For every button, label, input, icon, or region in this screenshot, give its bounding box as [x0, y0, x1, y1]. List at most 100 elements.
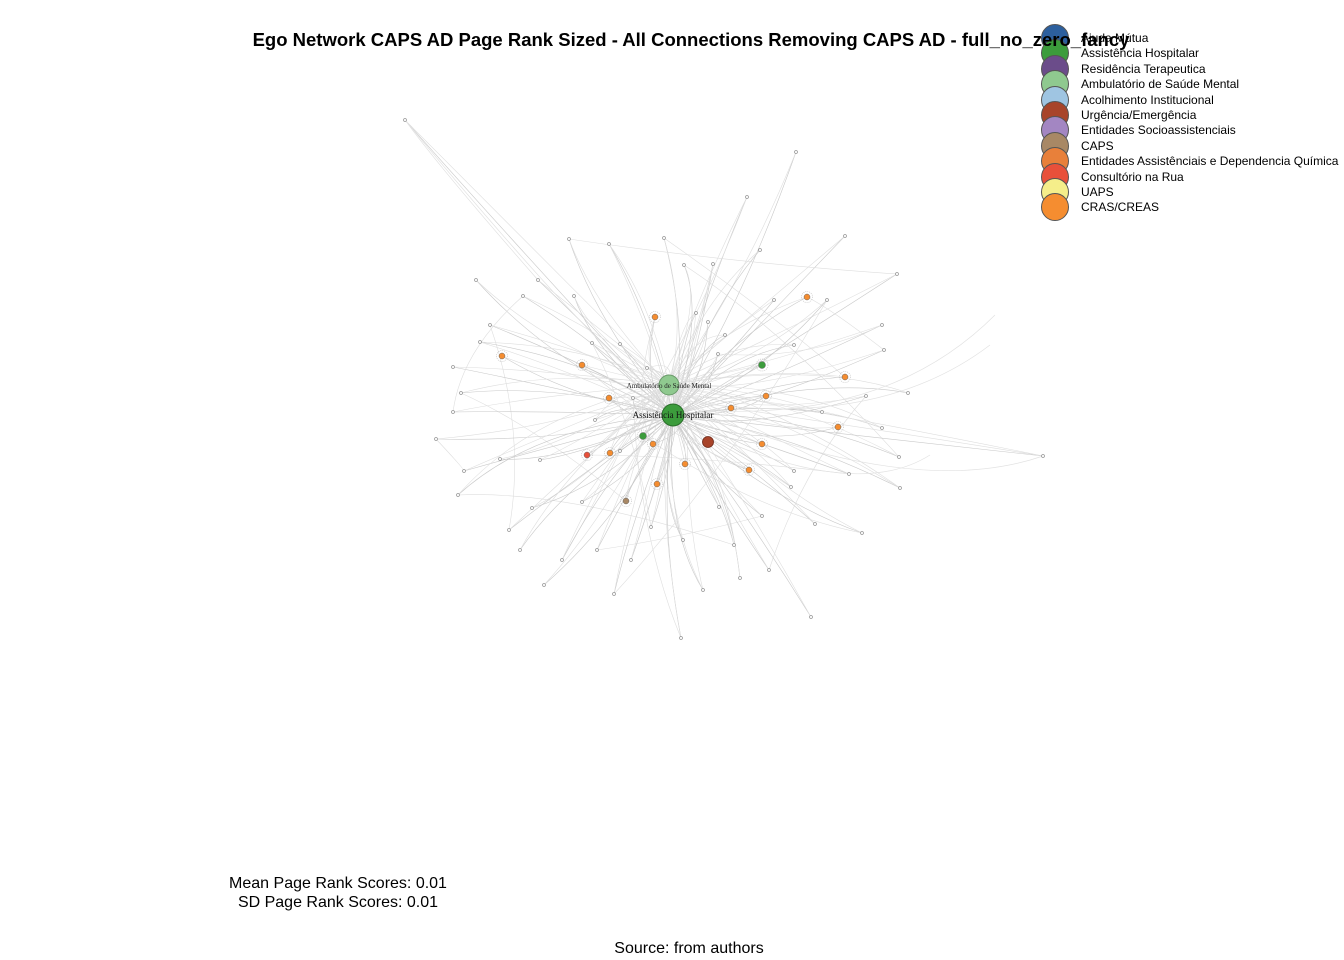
network-node: [542, 583, 546, 587]
network-node: [762, 392, 770, 400]
network-edge: [668, 384, 850, 475]
legend-label: Consultório na Rua: [1081, 169, 1184, 184]
network-edge: [591, 342, 652, 528]
network-edge: [475, 279, 674, 416]
network-edge: [668, 296, 808, 386]
network-edge: [591, 342, 670, 386]
network-edge: [501, 355, 674, 416]
network-node: [572, 294, 576, 298]
network-node: [772, 298, 776, 302]
network-edge: [668, 384, 763, 517]
network-edge: [568, 238, 898, 275]
network-node: [789, 485, 793, 489]
network-edge: [489, 324, 674, 416]
network-node: [639, 432, 647, 440]
network-node: [498, 457, 502, 461]
network-node: [760, 514, 764, 518]
network-edge: [519, 414, 674, 551]
network-node: [612, 592, 616, 596]
legend-label: Urgência/Emergência: [1081, 107, 1197, 122]
network-node: [745, 195, 749, 199]
network-edge: [683, 264, 900, 458]
network-node: [618, 342, 622, 346]
network-node: [825, 298, 829, 302]
network-node: [629, 558, 633, 562]
network-node: [758, 361, 766, 369]
network-edge: [671, 414, 704, 591]
sd-page-rank: SD Page Rank Scores: 0.01: [237, 894, 439, 911]
network-edge: [730, 407, 1044, 457]
mean-page-rank: Mean Page Rank Scores: 0.01: [229, 875, 447, 892]
network-edge: [650, 384, 670, 528]
network-edge: [672, 414, 795, 472]
network-edge: [543, 414, 674, 586]
network-node: [578, 361, 586, 369]
network-edge: [668, 384, 767, 398]
network-node: [622, 497, 630, 505]
network-node-ring: [651, 478, 663, 490]
network-node-ring: [496, 350, 508, 362]
node-urgencia-hub: [702, 436, 714, 448]
network-edge: [452, 295, 524, 413]
network-node: [803, 293, 811, 301]
network-edge: [561, 384, 670, 561]
network-edge: [460, 377, 670, 394]
network-node: [488, 323, 492, 327]
network-node: [498, 352, 506, 360]
network-edge: [508, 414, 674, 531]
network-edge: [672, 235, 846, 416]
network-node: [682, 263, 686, 267]
network-edge: [630, 384, 670, 561]
network-node-ring: [576, 359, 588, 371]
network-edge: [672, 414, 863, 534]
network-node: [560, 558, 564, 562]
network-edge: [460, 390, 674, 416]
network-hubs: Ambulatório de Saúde Mental Assistência …: [627, 374, 714, 448]
network-edge: [613, 414, 674, 595]
network-edge: [613, 384, 670, 595]
network-node: [834, 423, 842, 431]
network-edge: [613, 299, 828, 595]
hub-label-assistencia: Assistência Hospitalar: [633, 410, 714, 420]
network-node-ring: [647, 438, 659, 450]
node-ambulatorio-hub: [658, 374, 680, 396]
legend-label: Entidades Socioassistenciais: [1081, 123, 1236, 138]
network-edge: [596, 384, 670, 551]
network-edge: [668, 299, 775, 386]
network-edge: [668, 344, 795, 386]
network-node-ring: [603, 392, 615, 404]
network-edge: [668, 273, 898, 386]
network-node: [716, 352, 720, 356]
network-edge: [452, 384, 670, 413]
network-node: [530, 506, 534, 510]
network-edge: [663, 237, 846, 378]
node-assistencia-hub: [661, 403, 685, 427]
network-edge: [573, 295, 670, 386]
network-edge: [668, 384, 1044, 457]
network-node: [864, 394, 868, 398]
network-node: [631, 396, 635, 400]
network-edge: [479, 341, 670, 386]
network-node: [456, 493, 460, 497]
network-edge: [672, 414, 900, 458]
network-edge: [537, 279, 670, 386]
network-node: [882, 348, 886, 352]
network-edge: [668, 264, 691, 386]
network-node: [906, 391, 910, 395]
network-edge: [463, 384, 670, 472]
legend-label: Ambulatório de Saúde Mental: [1081, 77, 1240, 92]
network-node: [897, 455, 901, 459]
legend-label: CRAS/CREAS: [1081, 200, 1160, 215]
page-rank-stats: Mean Page Rank Scores: 0.01 SD Page Rank…: [222, 874, 454, 912]
network-edge: [668, 384, 839, 429]
network-node: [898, 486, 902, 490]
network-node: [451, 365, 455, 369]
network-edge: [519, 384, 670, 551]
network-node: [595, 548, 599, 552]
network-edge: [508, 384, 670, 531]
network-node: [792, 343, 796, 347]
network-edge: [668, 384, 763, 445]
network-node: [593, 418, 597, 422]
network-edge: [672, 414, 850, 475]
network-edge: [672, 414, 839, 437]
